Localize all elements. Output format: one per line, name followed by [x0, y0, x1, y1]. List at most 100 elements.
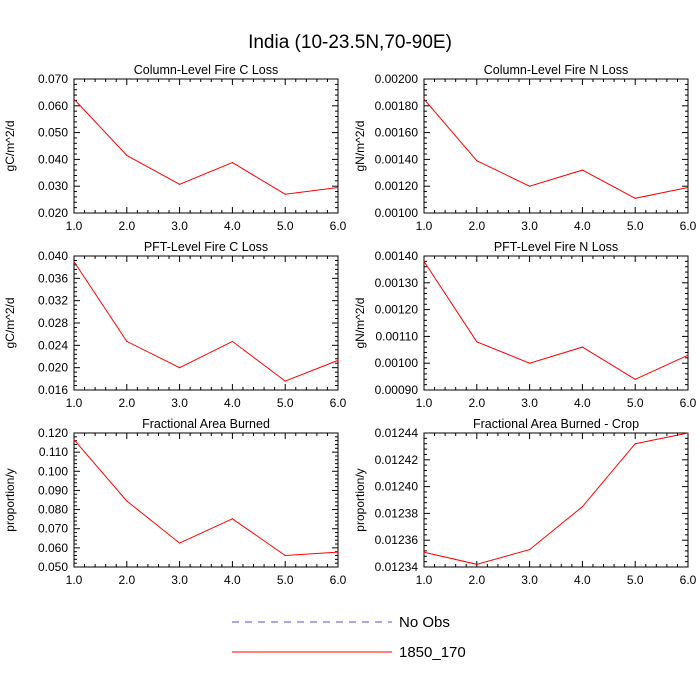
- panel-5-y-tick-label: 0.120: [38, 426, 68, 440]
- panel-1-data-point: [126, 154, 128, 156]
- panel-4-y-tick-label: 0.00100: [375, 356, 419, 370]
- panel-2-data-point: [423, 98, 425, 100]
- panel-1-data-point: [284, 193, 286, 195]
- panel-2-data-point: [687, 186, 689, 189]
- panel-6-plot-frame: [423, 432, 689, 568]
- panel-3-y-axis-label: gC/m^2/d: [3, 298, 17, 349]
- panel-5-y-tick-label: 0.110: [39, 445, 68, 459]
- legend: No Obs 1850_170: [232, 614, 466, 661]
- panel-2-y-tick-label: 0.00160: [375, 126, 419, 140]
- panel-1-column-level-fire-c-loss: 1.0 2.0 3.0 4.0 5.0 6.0 0.020 0.030 0.040 0.050 0.…: [3, 63, 347, 233]
- panel-6-x-tick-label: 4.0: [574, 573, 591, 587]
- panel-1-title: Column-Level Fire C Loss: [134, 63, 279, 77]
- panel-5-x-tick-label: 1.0: [66, 573, 83, 587]
- panel-6-y-tick-label: 0.01238: [375, 506, 419, 520]
- panel-6-data-point: [476, 563, 478, 565]
- panels-group: 1.0 2.0 3.0 4.0 5.0 6.0 0.020 0.030 0.040 0.050 0.…: [3, 63, 697, 587]
- panel-1-x-tick-label: 4.0: [224, 219, 241, 233]
- panel-4-data-point: [476, 341, 478, 343]
- panel-4-data-point: [423, 260, 425, 262]
- panel-3-y-tick-label: 0.032: [38, 294, 68, 308]
- panel-2-x-tick-label: 4.0: [574, 219, 591, 233]
- panel-5-y-tick-label: 0.100: [38, 464, 68, 478]
- panel-4-y-tick-label: 0.00140: [375, 249, 419, 263]
- panel-2-data-point: [581, 169, 584, 171]
- panel-3-y-tick-label: 0.024: [38, 338, 68, 352]
- panel-5-y-tick-label: 0.090: [38, 483, 68, 497]
- panel-2-plot-frame: [423, 78, 689, 214]
- panel-5-y-tick-label: 0.070: [38, 522, 68, 536]
- panel-3-x-tick-label: 4.0: [224, 396, 241, 410]
- panel-3-data-point: [179, 367, 181, 369]
- panel-4-y-tick-label: 0.00110: [376, 329, 419, 343]
- panel-6-x-tick-label: 2.0: [468, 573, 485, 587]
- panel-3-x-tick-label: 3.0: [171, 396, 188, 410]
- panel-5-plot-frame: [73, 432, 339, 568]
- panel-5-data-point: [73, 439, 75, 441]
- panel-5-y-axis-label: proportion/y: [3, 468, 17, 531]
- panel-5-y-tick-label: 0.080: [38, 503, 68, 517]
- panel-2-column-level-fire-n-loss: 1.0 2.0 3.0 4.0 5.0 6.0 0.00100 0.00120 0.00140 0…: [353, 63, 697, 233]
- panel-4-data-point: [634, 378, 636, 380]
- panel-2-title: Column-Level Fire N Loss: [484, 63, 629, 77]
- panel-4-x-tick-label: 5.0: [627, 396, 644, 410]
- panel-6-y-tick-label: 0.01242: [375, 453, 419, 467]
- panel-6-y-axis-label: proportion/y: [353, 468, 367, 531]
- panel-2-x-tick-label: 6.0: [680, 219, 697, 233]
- panel-4-pft-level-fire-n-loss: 1.0 2.0 3.0 4.0 5.0 6.0 0.00090 0.00100 0.00110 0…: [353, 240, 697, 410]
- panel-1-y-axis-label: gC/m^2/d: [3, 121, 17, 172]
- panel-3-data-point: [337, 359, 339, 362]
- panel-2-y-tick-label: 0.00100: [375, 206, 419, 220]
- panel-6-series-1850-170: [423, 432, 689, 565]
- panel-2-y-tick-label: 0.00180: [375, 99, 419, 113]
- panel-6-title: Fractional Area Burned - Crop: [473, 417, 639, 431]
- panel-6-y-tick-label: 0.01240: [375, 480, 419, 494]
- figure-title: India (10-23.5N,70-90E): [248, 32, 452, 53]
- panel-2-x-tick-label: 3.0: [521, 219, 538, 233]
- panel-6-data-point: [423, 551, 425, 553]
- panel-2-series-1850-170: [423, 98, 689, 199]
- panel-4-data-point: [529, 362, 531, 364]
- panel-3-x-tick-label: 1.0: [66, 396, 83, 410]
- panel-4-y-tick-label: 0.00130: [375, 276, 419, 290]
- panel-6-x-tick-label: 5.0: [627, 573, 644, 587]
- panel-1-x-tick-label: 1.0: [66, 219, 83, 233]
- panel-2-y-tick-label: 0.00200: [375, 72, 419, 86]
- panel-3-title: PFT-Level Fire C Loss: [144, 240, 268, 254]
- panel-1-x-tick-label: 2.0: [118, 219, 135, 233]
- panel-5-data-point: [337, 551, 339, 553]
- panel-3-y-tick-label: 0.016: [38, 383, 68, 397]
- panel-4-series-1850-170: [423, 261, 689, 380]
- panel-2-x-tick-label: 2.0: [468, 219, 485, 233]
- panel-4-data-point: [581, 346, 584, 348]
- panel-3-data-point: [126, 340, 128, 343]
- panel-1-y-tick-label: 0.060: [38, 99, 68, 113]
- panel-4-y-tick-label: 0.00090: [375, 383, 419, 397]
- panel-2-x-tick-label: 1.0: [416, 219, 433, 233]
- panel-3-x-tick-label: 6.0: [330, 396, 347, 410]
- panel-3-data-point: [231, 340, 233, 343]
- panel-3-pft-level-fire-c-loss: 1.0 2.0 3.0 4.0 5.0 6.0 0.016 0.020 0.024 0.028 0.…: [3, 240, 347, 410]
- panel-6-y-tick-label: 0.01236: [375, 533, 419, 547]
- panel-6-x-tick-label: 6.0: [680, 573, 697, 587]
- panel-6-data-point: [529, 548, 531, 551]
- panel-3-data-point: [73, 260, 75, 263]
- panel-2-data-point: [529, 185, 531, 187]
- panel-1-y-tick-label: 0.050: [38, 126, 68, 140]
- panel-3-y-tick-label: 0.020: [38, 361, 68, 375]
- panel-1-x-tick-label: 6.0: [330, 219, 347, 233]
- panel-5-y-tick-label: 0.060: [38, 541, 68, 555]
- panel-5-data-point: [284, 554, 286, 557]
- panel-1-x-tick-label: 3.0: [171, 219, 188, 233]
- panel-5-x-tick-label: 2.0: [118, 573, 135, 587]
- panel-5-series-1850-170: [73, 439, 339, 557]
- panel-4-y-tick-label: 0.00120: [375, 303, 419, 317]
- panel-5-y-tick-label: 0.050: [38, 560, 68, 574]
- panel-6-y-tick-label: 0.01234: [375, 560, 419, 574]
- panel-1-series-1850-170: [73, 98, 339, 195]
- panel-4-data-point: [687, 354, 689, 356]
- panel-1-plot-frame: [73, 78, 339, 214]
- panel-4-x-tick-label: 4.0: [574, 396, 591, 410]
- panel-3-x-tick-label: 2.0: [118, 396, 135, 410]
- panel-5-x-tick-label: 4.0: [224, 573, 241, 587]
